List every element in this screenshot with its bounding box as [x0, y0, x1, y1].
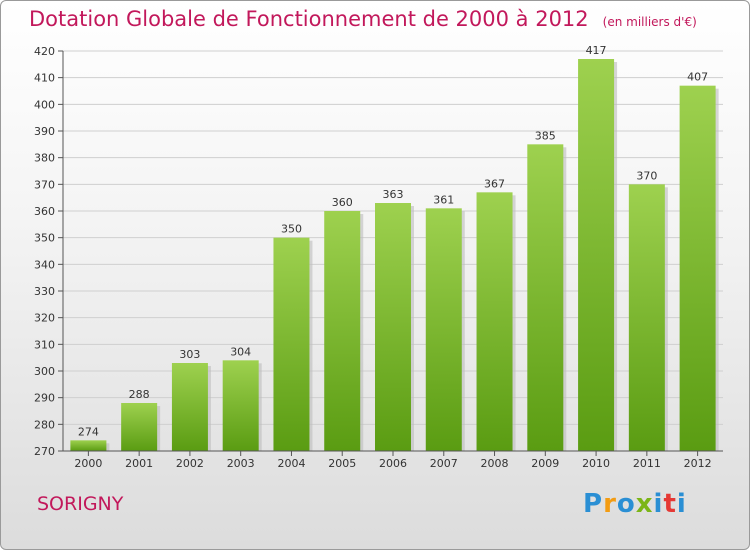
bar [222, 360, 259, 451]
y-tick-label: 330 [34, 285, 55, 298]
y-tick-label: 320 [34, 312, 55, 325]
x-tick-label: 2004 [277, 457, 305, 470]
chart-unit: (en milliers d'€) [602, 15, 697, 29]
bar [679, 85, 716, 452]
x-tick-label: 2001 [125, 457, 153, 470]
y-tick-label: 400 [34, 98, 55, 111]
x-tick-label: 2009 [531, 457, 559, 470]
logo-letter: i [676, 489, 687, 519]
y-tick-label: 280 [34, 418, 55, 431]
bar [425, 208, 462, 451]
bar [476, 192, 513, 452]
x-tick-label: 2007 [430, 457, 458, 470]
x-tick-label: 2006 [379, 457, 407, 470]
bar [527, 144, 564, 452]
x-tick-label: 2012 [684, 457, 712, 470]
data-label: 407 [687, 71, 708, 84]
bar [171, 363, 208, 451]
data-label: 288 [129, 388, 150, 401]
logo-letter: o [616, 489, 636, 519]
proxiti-logo: Proxiti [583, 489, 687, 519]
y-tick-label: 390 [34, 125, 55, 138]
bar [324, 211, 361, 451]
y-tick-label: 270 [34, 445, 55, 458]
logo-letter: t [663, 489, 677, 519]
logo-letter: x [635, 489, 654, 519]
data-label: 367 [484, 177, 505, 190]
bar [628, 184, 665, 452]
data-label: 303 [179, 348, 200, 361]
data-label: 360 [332, 196, 353, 209]
data-label: 274 [78, 425, 99, 438]
logo-letter: i [653, 489, 664, 519]
commune-name: SORIGNY [37, 493, 124, 515]
x-tick-label: 2008 [481, 457, 509, 470]
data-label: 361 [433, 193, 454, 206]
y-tick-label: 360 [34, 205, 55, 218]
logo-letter: P [583, 489, 604, 519]
x-tick-label: 2003 [227, 457, 255, 470]
data-label: 385 [535, 129, 556, 142]
bar [70, 440, 107, 451]
y-tick-label: 420 [34, 45, 55, 58]
data-label: 304 [230, 345, 251, 358]
bar [578, 59, 615, 451]
x-tick-label: 2010 [582, 457, 610, 470]
y-tick-label: 340 [34, 258, 55, 271]
chart-title: Dotation Globale de Fonctionnement de 20… [29, 7, 697, 31]
y-tick-label: 410 [34, 72, 55, 85]
bar [121, 403, 158, 451]
x-tick-label: 2005 [328, 457, 356, 470]
y-tick-label: 350 [34, 232, 55, 245]
x-tick-label: 2011 [633, 457, 661, 470]
chart-title-main: Dotation Globale de Fonctionnement de 20… [29, 7, 589, 31]
data-label: 417 [586, 44, 607, 57]
x-tick-label: 2000 [74, 457, 102, 470]
x-tick-label: 2002 [176, 457, 204, 470]
data-label: 363 [383, 188, 404, 201]
y-tick-label: 310 [34, 338, 55, 351]
y-tick-label: 290 [34, 392, 55, 405]
y-tick-label: 370 [34, 178, 55, 191]
bar [273, 237, 310, 451]
data-label: 370 [636, 169, 657, 182]
y-tick-label: 380 [34, 152, 55, 165]
data-label: 350 [281, 223, 302, 236]
y-tick-label: 300 [34, 365, 55, 378]
logo-letter: r [603, 489, 617, 519]
bar [375, 203, 411, 451]
